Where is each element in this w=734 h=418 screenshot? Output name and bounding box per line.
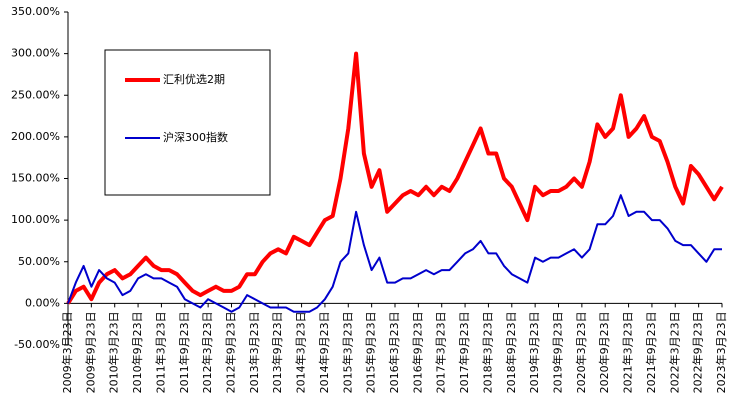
x-tick-label: 2017年9月23日 <box>457 311 471 393</box>
x-tick-label: 2018年9月23日 <box>504 311 518 393</box>
x-tick-label: 2015年9月23日 <box>364 311 378 393</box>
series-line <box>67 194 722 313</box>
x-tick-label: 2012年3月23日 <box>200 311 214 393</box>
x-tick-label: 2016年9月23日 <box>410 311 424 393</box>
x-tick-label: 2022年3月23日 <box>667 311 681 393</box>
x-tick-label: 2021年3月23日 <box>621 311 635 393</box>
x-tick-label: 2010年9月23日 <box>130 311 144 393</box>
legend-label: 沪深300指数 <box>163 130 228 144</box>
x-tick-label: 2020年9月23日 <box>597 311 611 393</box>
x-tick-label: 2016年3月23日 <box>387 311 401 393</box>
x-tick-label: 2013年9月23日 <box>270 311 284 393</box>
x-tick-label: 2019年9月23日 <box>551 311 565 393</box>
y-tick-label: 200.00% <box>11 130 60 143</box>
y-tick-label: 250.00% <box>11 88 60 101</box>
x-tick-label: 2011年3月23日 <box>153 311 167 393</box>
y-tick-label: 150.00% <box>11 172 60 185</box>
x-tick-label: 2011年9月23日 <box>177 311 191 393</box>
x-tick-label: 2013年3月23日 <box>247 311 261 393</box>
y-tick-label: 300.00% <box>11 47 60 60</box>
legend-label: 汇利优选2期 <box>163 73 225 86</box>
y-tick-label: -50.00% <box>14 338 60 351</box>
y-tick-label: 0.00% <box>25 296 60 309</box>
x-tick-label: 2010年3月23日 <box>107 311 121 393</box>
series-line <box>66 51 724 305</box>
x-tick-label: 2017年3月23日 <box>434 311 448 393</box>
y-tick-label: 100.00% <box>11 213 60 226</box>
x-tick-label: 2014年3月23日 <box>294 311 308 393</box>
x-tick-label: 2014年9月23日 <box>317 311 331 393</box>
x-tick-label: 2019年3月23日 <box>527 311 541 393</box>
x-tick-label: 2023年3月23日 <box>714 311 728 393</box>
x-tick-label: 2009年9月23日 <box>83 311 97 393</box>
x-tick-label: 2020年3月23日 <box>574 311 588 393</box>
y-tick-label: 350.00% <box>11 5 60 18</box>
x-tick-label: 2018年3月23日 <box>480 311 494 393</box>
y-tick-label: 50.00% <box>18 255 60 268</box>
x-tick-label: 2022年9月23日 <box>691 311 705 393</box>
x-tick-label: 2021年9月23日 <box>644 311 658 393</box>
x-tick-label: 2012年9月23日 <box>224 311 238 393</box>
legend-box <box>104 49 271 196</box>
x-tick-label: 2015年3月23日 <box>340 311 354 393</box>
x-tick-label: 2009年3月23日 <box>60 311 74 393</box>
